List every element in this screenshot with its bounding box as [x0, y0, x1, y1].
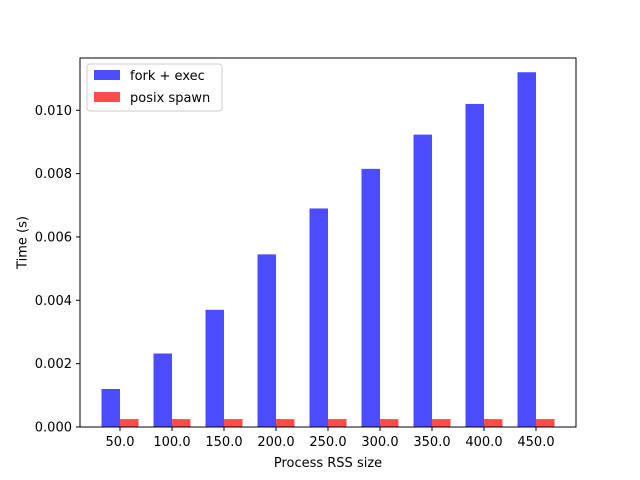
bar-fork-exec-2	[205, 309, 224, 427]
y-tick-label: 0.000	[35, 421, 72, 436]
x-tick-label: 450.0	[517, 435, 554, 450]
legend-box	[86, 63, 223, 112]
bar-fork-exec-4	[309, 208, 328, 427]
bar-posix-spawn-5	[380, 419, 399, 427]
bar-fork-exec-7	[465, 103, 484, 428]
x-tick-label: 200.0	[257, 435, 294, 450]
bar-fork-exec-5	[361, 168, 380, 428]
bar-fork-exec-6	[413, 134, 432, 427]
x-tick-label: 50.0	[106, 435, 135, 450]
y-tick-label: 0.004	[35, 294, 72, 309]
bars-layer	[101, 72, 555, 428]
y-tick-label: 0.006	[35, 230, 72, 245]
x-tick-label: 250.0	[309, 435, 346, 450]
bar-posix-spawn-1	[172, 419, 191, 427]
y-axis-label: Time (s)	[16, 216, 31, 270]
bar-fork-exec-0	[101, 388, 120, 427]
legend-label-fork-exec: fork + exec	[130, 69, 205, 84]
x-axis-label: Process RSS size	[274, 456, 382, 471]
bar-fork-exec-8	[517, 72, 536, 427]
legend: fork + exec posix spawn	[86, 63, 223, 112]
bar-posix-spawn-4	[328, 419, 347, 427]
y-tick-label: 0.008	[35, 167, 72, 182]
bar-posix-spawn-2	[224, 419, 243, 427]
bar-posix-spawn-8	[536, 419, 555, 427]
plot-area-frame	[79, 57, 577, 428]
x-axis-ticks: 50.0 100.0 150.0 200.0 250.0 300.0 350.0 400.0 4…	[106, 427, 555, 450]
legend-swatch-posix-spawn	[94, 92, 120, 102]
bar-posix-spawn-0	[120, 419, 139, 427]
bar-posix-spawn-6	[432, 419, 451, 427]
bar-posix-spawn-3	[276, 419, 295, 427]
bar-fork-exec-1	[153, 353, 172, 427]
y-tick-label: 0.010	[35, 104, 72, 119]
y-tick-label: 0.002	[35, 357, 72, 372]
legend-label-posix-spawn: posix spawn	[130, 91, 210, 106]
x-tick-label: 150.0	[205, 435, 242, 450]
y-axis-ticks: 0.000 0.002 0.004 0.006 0.008 0.010	[35, 104, 80, 436]
x-tick-label: 350.0	[413, 435, 450, 450]
bar-posix-spawn-7	[484, 419, 503, 427]
x-tick-label: 400.0	[465, 435, 502, 450]
x-tick-label: 300.0	[361, 435, 398, 450]
x-tick-label: 100.0	[153, 435, 190, 450]
legend-swatch-fork-exec	[94, 70, 120, 80]
bar-fork-exec-3	[257, 254, 276, 427]
